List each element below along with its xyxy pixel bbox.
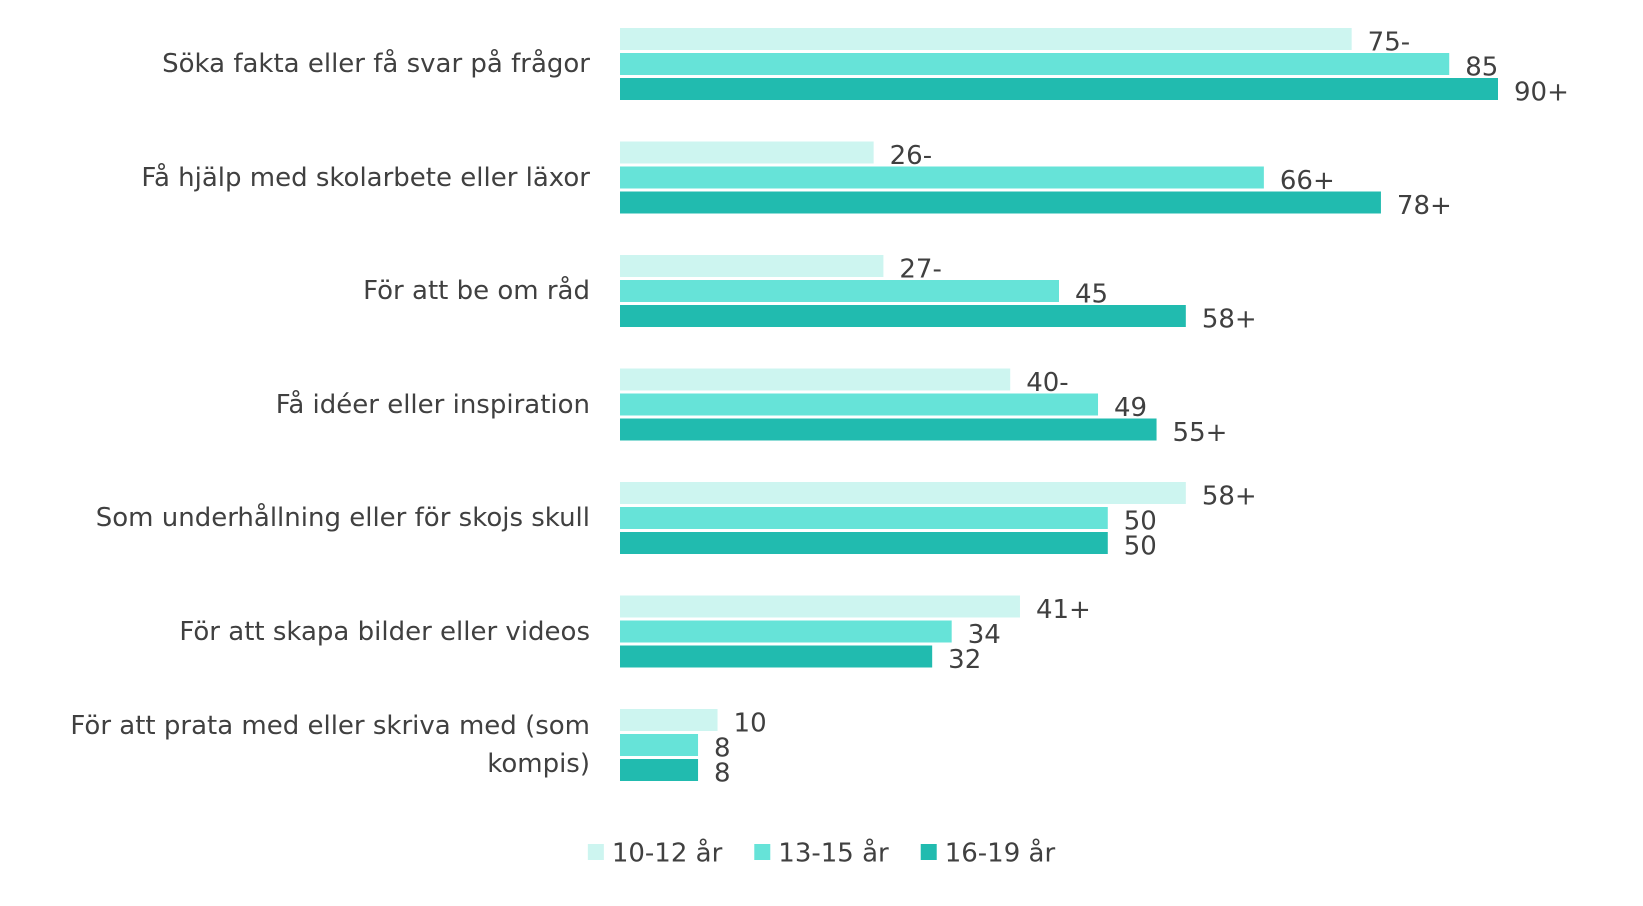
value-label: 34 (968, 620, 1001, 650)
bar (620, 141, 874, 164)
bar (620, 305, 1186, 327)
legend-label: 13-15 år (778, 838, 889, 869)
bar (620, 255, 884, 277)
category-label: För att be om råd (363, 276, 590, 306)
value-label: 58+ (1202, 305, 1257, 335)
value-label: 55+ (1173, 418, 1228, 448)
legend-swatch (587, 844, 604, 860)
bar (620, 482, 1186, 504)
category-label: För att prata med eller skriva med (som … (70, 711, 590, 779)
legend-label: 16-19 år (945, 838, 1056, 869)
value-label: 85 (1465, 53, 1498, 83)
category-label: Söka fakta eller få svar på frågor (162, 49, 590, 79)
bar (620, 595, 1020, 618)
bar (620, 368, 1011, 391)
bar (620, 507, 1108, 529)
legend-swatch (754, 844, 771, 860)
bar (620, 166, 1264, 189)
category-label: Som underhållning eller för skojs skull (95, 503, 590, 533)
bar (620, 532, 1108, 554)
value-label: 49 (1114, 393, 1147, 423)
value-label: 10 (734, 709, 767, 739)
legend-label: 10-12 år (612, 838, 723, 869)
bar (620, 418, 1157, 441)
category-label: För att skapa bilder eller videos (179, 616, 590, 647)
bar (620, 620, 952, 643)
value-label: 32 (948, 645, 981, 675)
value-label: 8 (714, 759, 731, 789)
bar (620, 734, 699, 756)
value-label: 26- (890, 141, 932, 171)
value-label: 78+ (1397, 191, 1452, 221)
value-label: 90+ (1514, 78, 1569, 108)
value-label: 58+ (1202, 482, 1257, 512)
value-label: 27- (899, 255, 941, 285)
bar (620, 280, 1059, 302)
category-label: Få idéer eller inspiration (275, 389, 590, 420)
bar (620, 709, 718, 731)
bar (620, 191, 1381, 214)
bar (620, 28, 1352, 50)
bar (620, 759, 699, 781)
value-label: 50 (1124, 532, 1157, 562)
category-label: Få hjälp med skolarbete eller läxor (141, 162, 590, 193)
value-label: 8 (714, 734, 731, 764)
value-label: 66+ (1280, 166, 1335, 196)
bar (620, 645, 933, 668)
bar (620, 78, 1498, 100)
value-label: 75- (1368, 28, 1410, 58)
value-label: 45 (1075, 280, 1108, 310)
value-label: 40- (1026, 368, 1068, 398)
bar (620, 393, 1099, 416)
value-label: 41+ (1036, 595, 1091, 625)
bar (620, 53, 1450, 75)
legend-swatch (920, 844, 937, 860)
value-label: 50 (1124, 507, 1157, 537)
